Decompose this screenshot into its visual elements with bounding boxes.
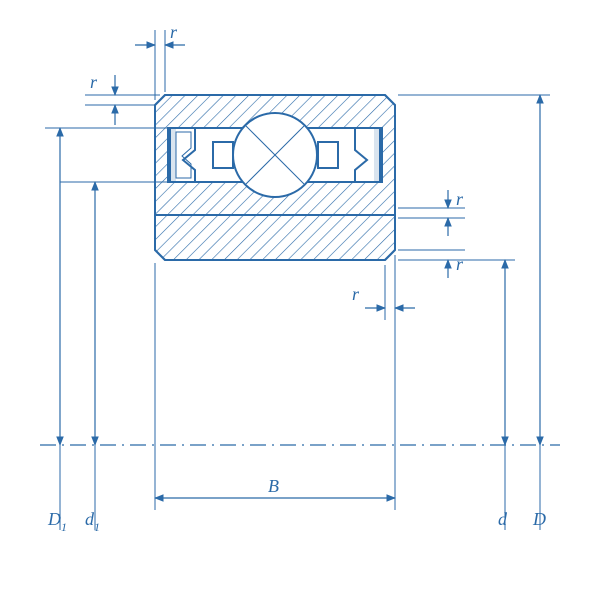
label-r-bottom: r <box>352 284 360 304</box>
label-r-right2: r <box>456 254 464 274</box>
dim-r-bottom: r <box>352 255 415 320</box>
label-d1-sub: 1 <box>94 520 100 534</box>
label-r-top: r <box>170 22 178 42</box>
dim-r-top-h: r <box>135 22 185 100</box>
label-D1: D <box>47 509 61 529</box>
bearing-cross-section-diagram: r r r r r B <box>0 0 600 600</box>
dim-d1: d1 <box>60 182 168 534</box>
dim-D1: D1 <box>45 128 168 534</box>
svg-text:d1: d1 <box>85 509 100 534</box>
bearing-body <box>155 95 395 260</box>
label-r-tl: r <box>90 72 98 92</box>
cage-left <box>213 142 233 168</box>
cage-right <box>318 142 338 168</box>
label-r-right1: r <box>456 189 464 209</box>
dim-D: D <box>398 95 550 530</box>
dim-r-right: r r <box>398 189 465 278</box>
label-Dr: D <box>532 509 546 529</box>
dim-d: d <box>398 260 515 530</box>
label-d: d <box>498 509 508 529</box>
label-B: B <box>268 476 279 496</box>
label-D1-sub: 1 <box>61 520 67 534</box>
svg-text:D1: D1 <box>47 509 67 534</box>
dim-r-top-left-v: r <box>85 72 160 125</box>
